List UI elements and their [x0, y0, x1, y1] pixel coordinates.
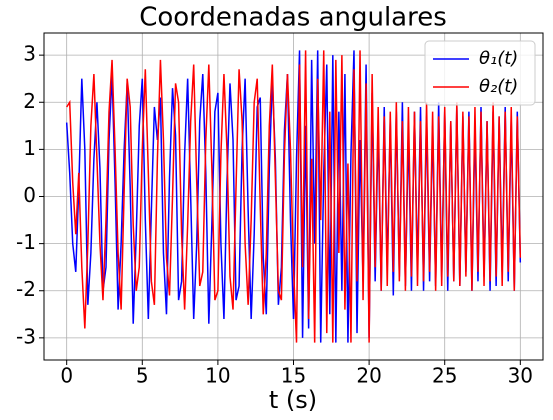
- legend-label: θ₁(t): [479, 48, 518, 69]
- axes-frame: [43, 32, 544, 361]
- y-tick-label: -1: [16, 230, 36, 254]
- x-tick-label: 10: [205, 364, 230, 388]
- x-tick-label: 0: [60, 364, 73, 388]
- y-tick-label: -2: [16, 277, 36, 301]
- data-line: [66, 50, 522, 343]
- y-tick-label: 2: [23, 89, 36, 113]
- x-tick-label: 30: [508, 364, 533, 388]
- y-tick-label: 3: [23, 42, 36, 66]
- x-tick-label: 25: [432, 364, 457, 388]
- chart-title: Coordenadas angulares: [139, 3, 447, 33]
- y-tick-label: -3: [16, 324, 36, 348]
- y-tick-label: 0: [23, 183, 36, 207]
- x-tick-label: 15: [281, 364, 306, 388]
- legend-label: θ₂(t): [479, 76, 518, 97]
- x-tick-label: 5: [136, 364, 149, 388]
- x-tick-label: 20: [356, 364, 381, 388]
- y-tick-label: 1: [23, 136, 36, 160]
- x-axis-label: t (s): [269, 386, 317, 414]
- legend-box: [424, 40, 536, 106]
